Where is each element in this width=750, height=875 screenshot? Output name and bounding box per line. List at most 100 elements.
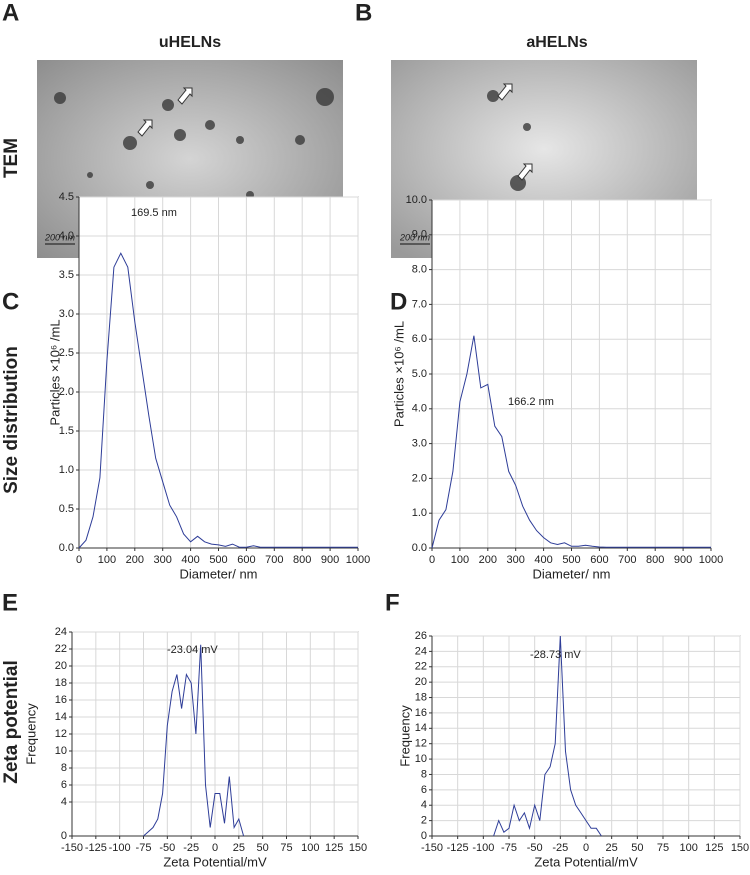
y-tick-label: 2 <box>421 815 427 827</box>
x-tick-label: 25 <box>233 842 245 854</box>
x-axis-label: Diameter/ nm <box>179 566 257 581</box>
panel-letter: B <box>355 0 372 26</box>
y-axis-label: Frequency <box>397 705 412 767</box>
y-tick-label: 0.0 <box>412 542 427 554</box>
y-tick-label: 3.0 <box>59 308 74 320</box>
panel-letter: A <box>2 0 19 26</box>
y-tick-label: 12 <box>415 738 427 750</box>
x-tick-label: 1000 <box>346 554 370 566</box>
image-title: aHELNs <box>526 34 587 51</box>
x-tick-label: -25 <box>552 842 568 854</box>
scale-bar-label: 200 nm <box>399 232 431 242</box>
x-tick-label: 100 <box>301 842 319 854</box>
x-axis-label: Diameter/ nm <box>532 566 610 581</box>
x-tick-label: -50 <box>527 842 543 854</box>
y-tick-label: 26 <box>415 630 427 642</box>
x-tick-label: -100 <box>472 842 494 854</box>
y-tick-label: 14 <box>415 722 427 734</box>
x-axis-label: Zeta Potential/mV <box>534 854 638 869</box>
y-tick-label: 10 <box>55 745 67 757</box>
x-tick-label: -125 <box>85 842 107 854</box>
y-tick-label: 6 <box>61 779 67 791</box>
panel-letter: F <box>385 589 400 616</box>
y-tick-label: 10.0 <box>406 194 427 206</box>
x-tick-label: 25 <box>606 842 618 854</box>
y-tick-label: 8 <box>61 762 67 774</box>
x-tick-label: 500 <box>209 554 227 566</box>
x-tick-label: 150 <box>349 842 367 854</box>
y-tick-label: 20 <box>415 676 427 688</box>
x-tick-label: 900 <box>321 554 339 566</box>
x-tick-label: 300 <box>507 554 525 566</box>
y-tick-label: 1.0 <box>412 507 427 519</box>
y-tick-label: 0 <box>61 830 67 842</box>
y-tick-label: 4.5 <box>59 191 74 203</box>
x-tick-label: 50 <box>257 842 269 854</box>
x-tick-label: 100 <box>451 554 469 566</box>
y-tick-label: 3.0 <box>412 438 427 450</box>
x-tick-label: -150 <box>421 842 443 854</box>
annotation: 166.2 nm <box>508 396 554 408</box>
x-tick-label: 900 <box>674 554 692 566</box>
x-tick-label: 1000 <box>699 554 723 566</box>
y-tick-label: 10 <box>415 753 427 765</box>
x-tick-label: 75 <box>280 842 292 854</box>
x-tick-label: 700 <box>618 554 636 566</box>
y-tick-label: 6 <box>421 784 427 796</box>
y-tick-label: 24 <box>415 645 427 657</box>
y-tick-label: 20 <box>55 660 67 672</box>
row-label: TEM <box>1 138 22 178</box>
y-tick-label: 4 <box>421 799 427 811</box>
x-tick-label: -100 <box>109 842 131 854</box>
x-tick-label: -75 <box>501 842 517 854</box>
x-tick-label: 0 <box>583 842 589 854</box>
panel-letter: E <box>2 589 18 616</box>
data-line <box>431 335 711 549</box>
row-label: Size distribution <box>1 346 22 494</box>
data-line <box>143 644 245 837</box>
scale-bar-label: 200 nm <box>44 232 76 242</box>
row-label: Zeta potential <box>1 660 22 784</box>
x-tick-label: 800 <box>646 554 664 566</box>
y-tick-label: 6.0 <box>412 333 427 345</box>
x-tick-label: 150 <box>731 842 749 854</box>
y-axis-label: Particles ×10⁶ /mL <box>47 319 62 425</box>
x-tick-label: 0 <box>212 842 218 854</box>
x-tick-label: -25 <box>183 842 199 854</box>
y-tick-label: 8 <box>421 768 427 780</box>
y-tick-label: 1.5 <box>59 425 74 437</box>
y-axis-label: Particles ×10⁶ /mL <box>391 321 406 427</box>
y-tick-label: 2.5 <box>59 347 74 359</box>
y-tick-label: 8.0 <box>412 264 427 276</box>
y-tick-label: 14 <box>55 711 67 723</box>
y-tick-label: 4 <box>61 796 67 808</box>
y-tick-label: 1.0 <box>59 464 74 476</box>
y-tick-label: 2.0 <box>412 472 427 484</box>
image-title: uHELNs <box>159 34 221 51</box>
y-tick-label: 16 <box>415 707 427 719</box>
y-tick-label: 12 <box>55 728 67 740</box>
x-tick-label: 0 <box>76 554 82 566</box>
x-tick-label: 75 <box>657 842 669 854</box>
panel-letter: C <box>2 288 19 315</box>
y-tick-label: 2.0 <box>59 386 74 398</box>
x-tick-label: 600 <box>237 554 255 566</box>
y-tick-label: 3.5 <box>59 269 74 281</box>
annotation: 169.5 nm <box>131 207 177 219</box>
y-tick-label: 24 <box>55 626 67 638</box>
x-tick-label: -50 <box>159 842 175 854</box>
y-tick-label: 4.0 <box>412 403 427 415</box>
x-tick-label: -75 <box>136 842 152 854</box>
x-tick-label: 125 <box>325 842 343 854</box>
x-tick-label: 600 <box>590 554 608 566</box>
y-axis-label: Frequency <box>23 703 38 765</box>
y-tick-label: 9.0 <box>412 229 427 241</box>
y-tick-label: 16 <box>55 694 67 706</box>
x-axis-label: Zeta Potential/mV <box>163 854 267 869</box>
y-tick-label: 22 <box>415 661 427 673</box>
x-tick-label: 400 <box>181 554 199 566</box>
x-tick-label: -125 <box>447 842 469 854</box>
x-tick-label: 200 <box>126 554 144 566</box>
